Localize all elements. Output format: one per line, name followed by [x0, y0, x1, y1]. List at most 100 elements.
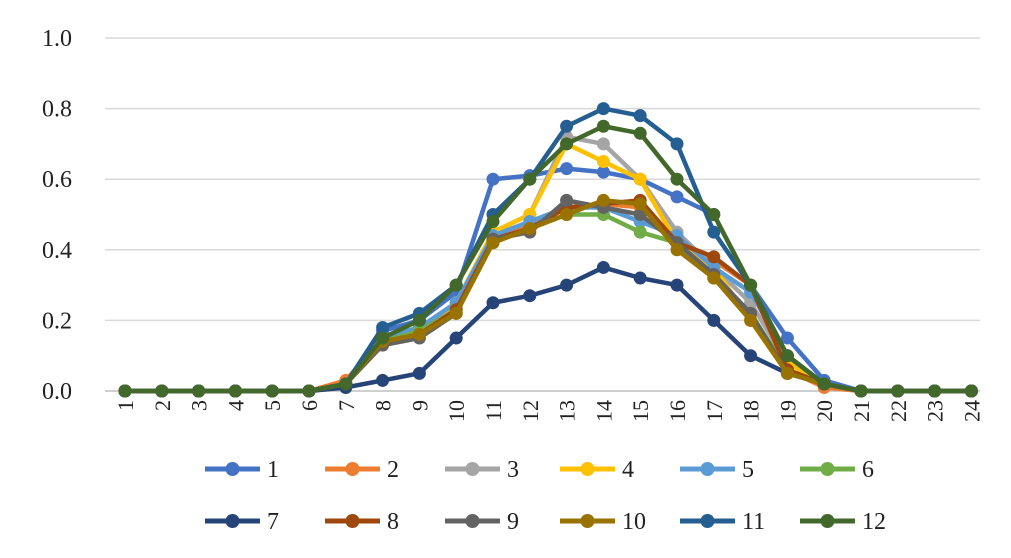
legend-label: 9 [507, 509, 519, 535]
data-point [560, 162, 574, 176]
legend-entry: 12 [800, 509, 886, 535]
legend-swatch-marker [465, 514, 480, 528]
data-point [633, 126, 647, 140]
data-point [596, 193, 610, 207]
legend-swatch-marker [345, 514, 360, 528]
legend-swatch-marker [345, 462, 360, 476]
legend-swatch-marker [465, 462, 480, 476]
series-1 [118, 162, 978, 398]
legend: 1 2 3 4 5 67 8 9 10 11 12 [205, 457, 886, 535]
data-point [523, 289, 537, 303]
data-point [744, 349, 758, 363]
legend-label: 3 [507, 457, 519, 483]
series-7 [118, 260, 978, 398]
data-point [449, 331, 463, 345]
legend-swatch-marker [580, 514, 595, 528]
x-axis-ticks: 1 2 3 4 5 6 7 8 9 10 11 12 13 14 15 16 17 18 19 20 21 22 23 24 [113, 400, 984, 422]
x-tick-label: 24 [959, 400, 984, 422]
x-tick-label: 20 [812, 400, 837, 422]
data-point [596, 137, 610, 151]
data-point [523, 172, 537, 186]
data-point [192, 384, 206, 398]
x-tick-label: 17 [702, 400, 727, 422]
data-point [560, 137, 574, 151]
legend-swatch-marker [225, 514, 240, 528]
x-tick-label: 13 [555, 400, 580, 422]
data-point [412, 313, 426, 327]
x-tick-label: 9 [407, 400, 432, 411]
y-tick-label: 1.0 [42, 26, 72, 52]
series-line [125, 166, 972, 394]
data-point [596, 102, 610, 116]
legend-label: 1 [267, 457, 279, 483]
legend-label: 7 [267, 509, 279, 535]
data-point [118, 384, 132, 398]
x-tick-label: 23 [923, 400, 948, 422]
legend-swatch-marker [225, 462, 240, 476]
data-point [744, 313, 758, 327]
x-tick-label: 19 [775, 400, 800, 422]
x-tick-label: 12 [518, 400, 543, 422]
x-tick-label: 8 [371, 400, 396, 411]
data-point [523, 222, 537, 236]
data-point [633, 225, 647, 239]
data-point [449, 306, 463, 320]
data-point [339, 377, 353, 391]
x-tick-label: 7 [334, 400, 359, 411]
legend-swatch-marker [820, 462, 835, 476]
data-point [928, 384, 942, 398]
series-12 [118, 119, 978, 398]
series-line [125, 141, 972, 394]
data-point [376, 320, 390, 334]
x-tick-label: 14 [591, 400, 616, 422]
data-point [707, 271, 721, 285]
series-line [125, 198, 972, 394]
x-tick-label: 2 [150, 400, 175, 411]
data-point [964, 384, 978, 398]
series-lines [118, 102, 978, 398]
legend-swatch-marker [700, 462, 715, 476]
x-tick-label: 4 [223, 400, 248, 411]
data-point [376, 331, 390, 345]
series-6 [118, 208, 978, 398]
legend-entry: 10 [560, 509, 646, 535]
legend-label: 11 [742, 509, 765, 535]
legend-entry: 11 [680, 509, 765, 535]
legend-label: 8 [387, 509, 399, 535]
data-point [486, 215, 500, 229]
data-point [707, 225, 721, 239]
x-tick-label: 10 [444, 400, 469, 422]
x-tick-label: 22 [886, 400, 911, 422]
data-point [633, 197, 647, 211]
legend-label: 4 [622, 457, 634, 483]
series-9 [118, 193, 978, 398]
x-tick-label: 3 [187, 400, 212, 411]
data-point [670, 190, 684, 204]
data-point [670, 172, 684, 186]
series-8 [118, 193, 978, 398]
data-point [228, 384, 242, 398]
legend-entry: 3 [445, 457, 519, 483]
x-tick-label: 15 [628, 400, 653, 422]
series-line [125, 198, 972, 394]
data-point [412, 366, 426, 380]
data-point [633, 271, 647, 285]
x-tick-label: 21 [849, 400, 874, 422]
data-point [155, 384, 169, 398]
legend-label: 6 [862, 457, 874, 483]
data-point [560, 278, 574, 292]
legend-swatch-marker [820, 514, 835, 528]
data-point [449, 278, 463, 292]
data-point [560, 208, 574, 221]
data-point [817, 377, 831, 391]
data-point [780, 331, 794, 345]
x-tick-label: 5 [260, 400, 285, 411]
y-axis-ticks: 0.0 0.2 0.4 0.6 0.8 1.0 [42, 26, 72, 405]
legend-entry: 9 [445, 509, 519, 535]
legend-entry: 8 [325, 509, 399, 535]
legend-entry: 4 [560, 457, 634, 483]
x-tick-label: 6 [297, 400, 322, 411]
data-point [376, 373, 390, 387]
legend-entry: 6 [800, 457, 874, 483]
